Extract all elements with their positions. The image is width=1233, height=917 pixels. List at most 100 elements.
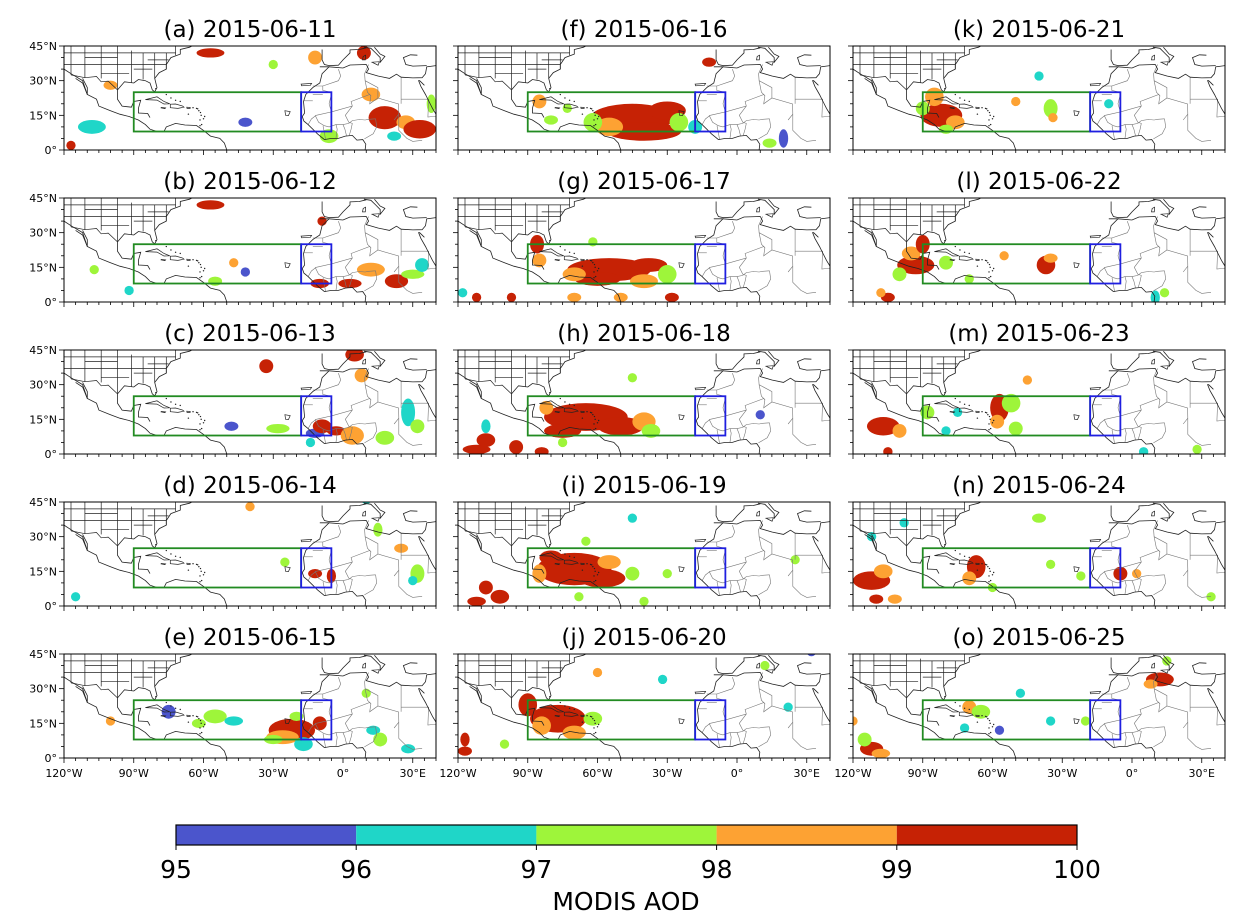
aod-patch	[401, 398, 416, 427]
aod-patch	[460, 732, 470, 747]
aod-patch	[1032, 513, 1046, 523]
aod-patch	[583, 113, 603, 132]
aod-patch	[280, 557, 290, 567]
panel-title: (o) 2015-06-25	[953, 625, 1126, 651]
aod-patch	[532, 94, 547, 109]
axis-ticks	[453, 349, 831, 459]
aod-patch	[897, 255, 935, 275]
map-panel: (e) 2015-06-15 45°N 30°N 15°N 0° 120°W 90°W 60°…	[29, 625, 437, 780]
aod-patch	[567, 292, 582, 302]
map-panel: (n) 2015-06-24	[848, 473, 1226, 611]
aod-patch	[873, 564, 893, 579]
lon-tick-label: 0°	[1126, 767, 1139, 780]
aod-patch	[373, 732, 388, 747]
lat-tick-label: 15°N	[29, 109, 57, 122]
aod-patch	[959, 723, 970, 733]
blue-region-box	[300, 243, 333, 285]
aod-patch	[869, 594, 884, 604]
axis-ticks	[59, 653, 437, 763]
aod-patch	[259, 359, 274, 374]
lon-tick-label: 0°	[731, 767, 744, 780]
blue-region-box	[300, 91, 333, 133]
aod-patch	[1138, 447, 1149, 454]
aod-patch	[340, 426, 364, 445]
aod-patch	[760, 660, 770, 671]
aod-patch	[853, 716, 858, 726]
aod-patch	[509, 440, 524, 454]
axis-ticks	[59, 45, 437, 155]
panel-title: (b) 2015-06-12	[163, 169, 337, 195]
aod-patch	[578, 569, 626, 588]
aod-patch	[657, 265, 677, 284]
aod-patch	[467, 596, 486, 606]
aod-patch	[1045, 559, 1056, 570]
lon-tick-label: 90°W	[908, 767, 938, 780]
lon-tick-label: 60°W	[188, 767, 218, 780]
aod-patch	[229, 258, 239, 268]
coastlines	[853, 46, 1225, 150]
panel-title: (i) 2015-06-19	[561, 473, 726, 499]
lat-tick-label: 0°	[45, 752, 58, 765]
colorbar-frame	[175, 824, 1078, 846]
aod-patch	[669, 113, 689, 132]
coastlines	[853, 198, 1225, 302]
colorbar-tick-label: 99	[881, 855, 913, 884]
aod-patch	[426, 94, 436, 114]
lat-tick-label: 30°N	[29, 683, 57, 696]
lat-tick-label: 45°N	[29, 40, 57, 53]
lon-tick-label: 90°W	[513, 767, 543, 780]
aod-patch	[971, 704, 991, 719]
aod-patch	[899, 518, 909, 528]
aod-patch	[1001, 393, 1021, 413]
colorbar-segment	[716, 825, 897, 845]
lon-tick-label: 30°W	[258, 767, 288, 780]
aod-patch	[562, 267, 586, 282]
aod-patch	[544, 115, 558, 125]
aod-patch	[1015, 688, 1026, 698]
lon-tick-label: 30°W	[652, 767, 682, 780]
aod-patch	[224, 421, 239, 431]
aod-patch	[871, 748, 891, 758]
aod-patch	[471, 292, 482, 302]
colorbar-segment	[536, 825, 717, 845]
map-panel: (l) 2015-06-22	[848, 169, 1226, 307]
aod-patch	[562, 103, 572, 114]
aod-patch	[401, 744, 416, 754]
lat-tick-label: 45°N	[29, 192, 57, 205]
axis-ticks	[453, 501, 831, 611]
coastlines	[64, 502, 436, 606]
aod-patch	[939, 255, 953, 270]
colorbar-title: MODIS AOD	[552, 887, 699, 916]
aod-patch	[1162, 656, 1172, 666]
aod-patch	[630, 274, 658, 289]
aod-patch	[70, 592, 81, 602]
coastlines	[64, 350, 436, 454]
coastlines	[853, 654, 1225, 758]
blue-region-box	[1089, 547, 1122, 589]
blue-region-box	[694, 547, 727, 589]
aod-patch	[240, 267, 251, 277]
lon-tick-label: 30°E	[1189, 767, 1215, 780]
aod-patch	[354, 368, 369, 383]
aod-patch	[574, 592, 584, 602]
lat-tick-label: 45°N	[29, 496, 57, 509]
blue-region-box	[1089, 699, 1122, 741]
aod-patch	[1132, 569, 1142, 579]
axis-ticks	[59, 197, 437, 307]
lon-tick-label: 60°W	[582, 767, 612, 780]
aod-patch	[952, 407, 963, 418]
aod-patch	[532, 253, 547, 268]
aod-patch	[481, 419, 491, 434]
lat-tick-label: 45°N	[29, 648, 57, 661]
aod-patch	[356, 262, 385, 277]
aod-patch	[662, 569, 672, 579]
lat-tick-label: 45°N	[29, 344, 57, 357]
aod-patch	[196, 48, 225, 58]
aod-patch	[1008, 421, 1023, 436]
aod-patch	[410, 419, 425, 434]
aod-patch	[866, 417, 900, 436]
aod-layer	[224, 350, 425, 448]
aod-patch	[266, 423, 290, 434]
aod-patch	[506, 292, 517, 302]
